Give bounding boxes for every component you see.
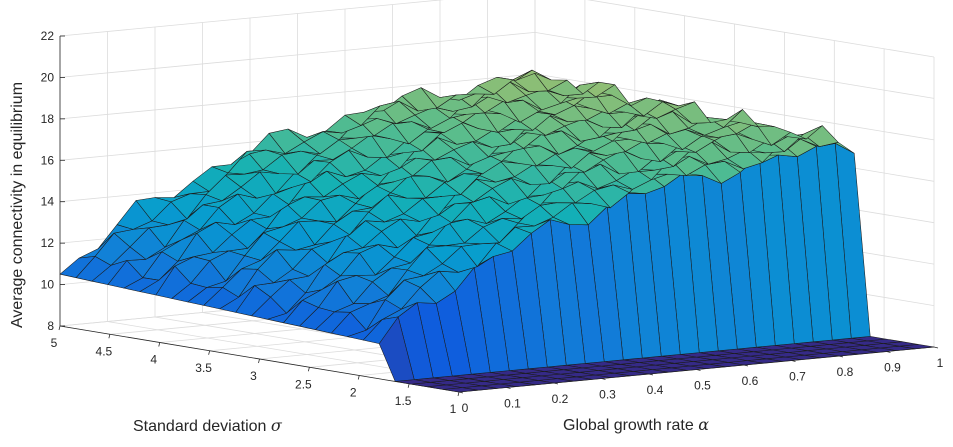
x-tick-label: 0.4 <box>647 383 664 397</box>
z-tick-label: 14 <box>41 195 55 209</box>
grid-line <box>59 31 935 99</box>
y-tick-label: 1 <box>450 402 457 416</box>
x-tick-label: 0 <box>462 401 469 415</box>
y-tick-label: 5 <box>51 336 58 350</box>
z-tick-label: 12 <box>41 236 55 250</box>
surface-patch <box>59 256 96 278</box>
z-tick-label: 18 <box>41 112 55 126</box>
y-tick-label: 4.5 <box>96 344 113 358</box>
x-tick-label: 0.2 <box>552 392 569 406</box>
x-tick-mark <box>933 346 939 349</box>
z-tick-label: 8 <box>47 319 54 333</box>
y-tick-mark <box>357 375 360 380</box>
x-axis-label: Global growth rate α <box>563 415 709 434</box>
y-tick-mark <box>108 334 111 339</box>
y-tick-label: 4 <box>150 353 157 367</box>
y-tick-mark <box>208 350 211 355</box>
y-tick-label: 2 <box>350 386 357 400</box>
y-tick-label: 1.5 <box>395 394 412 408</box>
x-tick-label: 0.5 <box>694 379 711 393</box>
y-tick-mark <box>407 383 410 388</box>
grid-line <box>59 0 935 58</box>
x-tick-label: 0.1 <box>504 397 521 411</box>
surface <box>59 69 935 393</box>
y-tick-mark <box>258 358 260 364</box>
x-tick-label: 0.3 <box>599 388 616 402</box>
z-tick-label: 22 <box>41 29 55 43</box>
z-axis-label: Average connectivity in equilibrium <box>9 82 26 328</box>
y-tick-label: 3.5 <box>195 361 212 375</box>
y-axis-label: Standard deviation σ <box>133 416 283 435</box>
y-tick-label: 3 <box>250 369 257 383</box>
y-tick-mark <box>457 391 460 397</box>
y-tick-mark <box>158 342 161 347</box>
x-tick-label: 0.8 <box>837 365 854 379</box>
z-tick-label: 10 <box>41 278 55 292</box>
y-tick-mark <box>58 325 61 331</box>
y-tick-mark <box>307 367 310 372</box>
z-tick-label: 20 <box>41 70 55 84</box>
x-tick-label: 0.6 <box>742 374 759 388</box>
x-tick-label: 0.7 <box>789 370 806 384</box>
tick-labels: 0 0.1 0.2 0.3 0.4 0.5 0.6 0.7 0.8 0.9 1 1 1.5 2 2.5 3 3.… <box>41 29 944 416</box>
z-tick-label: 16 <box>41 153 55 167</box>
x-tick-label: 0.9 <box>884 361 901 375</box>
x-tick-label: 1 <box>937 356 944 370</box>
y-tick-label: 2.5 <box>295 377 312 391</box>
